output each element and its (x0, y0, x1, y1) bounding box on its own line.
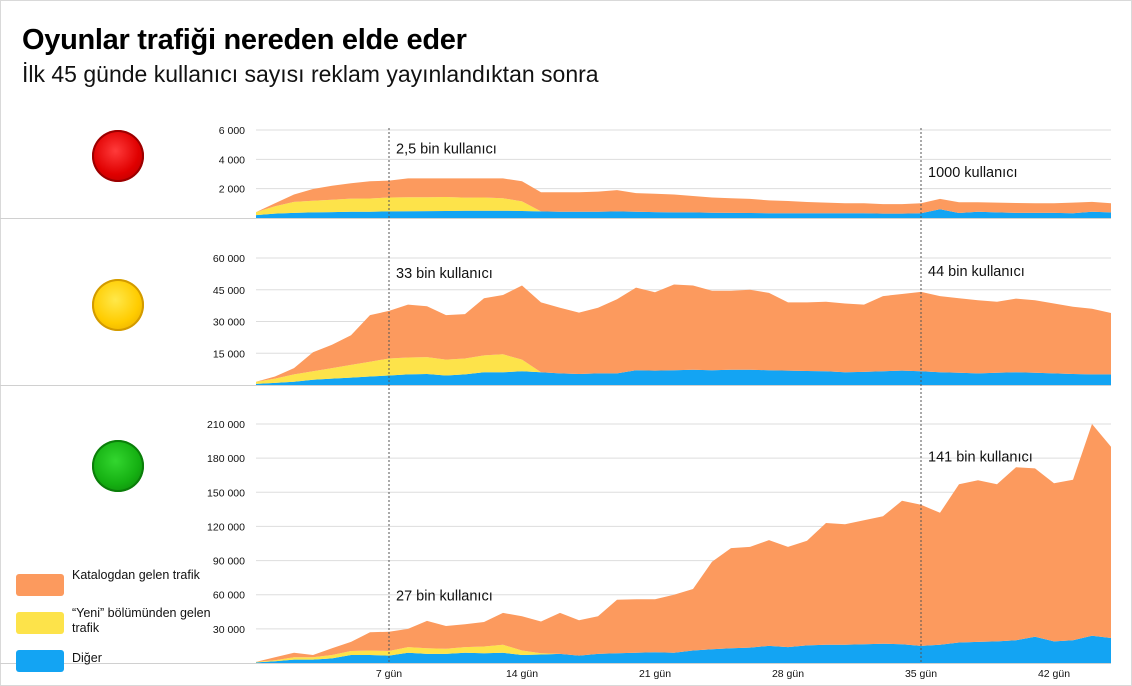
legend-label-catalog: Katalogdan gelen trafik (72, 568, 200, 582)
area-new-p1 (256, 354, 1111, 384)
page-title: Oyunlar trafiği nereden elde eder (22, 24, 467, 56)
annotation-p2-0: 27 bin kullanıcı (396, 588, 493, 604)
y-tick-label-p2-2: 90 000 (213, 556, 245, 568)
area-new-p0 (256, 197, 1111, 216)
x-tick-label-2: 21 gün (639, 668, 671, 680)
area-catalog-p1 (256, 284, 1111, 382)
x-tick-label-4: 35 gün (905, 668, 937, 680)
area-new-p2 (256, 635, 1111, 663)
y-tick-label-p2-0: 30 000 (213, 624, 245, 636)
area-other-p2 (256, 635, 1111, 663)
annotation-p2-1: 141 bin kullanıcı (928, 450, 1033, 466)
yellow-light-icon (92, 279, 144, 331)
legend-label-new: “Yeni” bölümünden gelen trafik (72, 606, 211, 635)
x-tick-label-5: 42 gün (1038, 668, 1070, 680)
legend-label-other: Diğer (72, 651, 102, 665)
annotation-p0-1: 1000 kullanıcı (928, 165, 1017, 181)
y-tick-label-p1-1: 30 000 (213, 317, 245, 329)
area-other-p1 (256, 369, 1111, 385)
annotation-p1-1: 44 bin kullanıcı (928, 264, 1025, 280)
y-tick-label-p0-1: 4 000 (219, 154, 245, 166)
y-tick-label-p2-4: 150 000 (207, 487, 245, 499)
x-tick-label-0: 7 gün (376, 668, 402, 680)
y-tick-label-p1-0: 15 000 (213, 348, 245, 360)
area-other-p0 (256, 209, 1111, 218)
y-tick-label-p2-3: 120 000 (207, 521, 245, 533)
y-tick-label-p1-2: 45 000 (213, 285, 245, 297)
annotation-p0-0: 2,5 bin kullanıcı (396, 141, 497, 157)
legend-swatch-other (16, 650, 64, 672)
x-tick-label-3: 28 gün (772, 668, 804, 680)
legend-swatch-new (16, 612, 64, 634)
green-light-icon (92, 440, 144, 492)
y-tick-label-p0-0: 2 000 (219, 184, 245, 196)
red-light-icon (92, 130, 144, 182)
annotation-p1-0: 33 bin kullanıcı (396, 266, 493, 282)
x-tick-label-1: 14 gün (506, 668, 538, 680)
page-subtitle: İlk 45 günde kullanıcı sayısı reklam yay… (22, 61, 599, 87)
area-catalog-p2 (256, 424, 1111, 662)
legend-swatch-catalog (16, 574, 64, 596)
y-tick-label-p1-3: 60 000 (213, 253, 245, 265)
y-tick-label-p2-6: 210 000 (207, 419, 245, 431)
y-tick-label-p2-1: 60 000 (213, 590, 245, 602)
y-tick-label-p2-5: 180 000 (207, 453, 245, 465)
area-catalog-p0 (256, 178, 1111, 214)
y-tick-label-p0-2: 6 000 (219, 125, 245, 137)
